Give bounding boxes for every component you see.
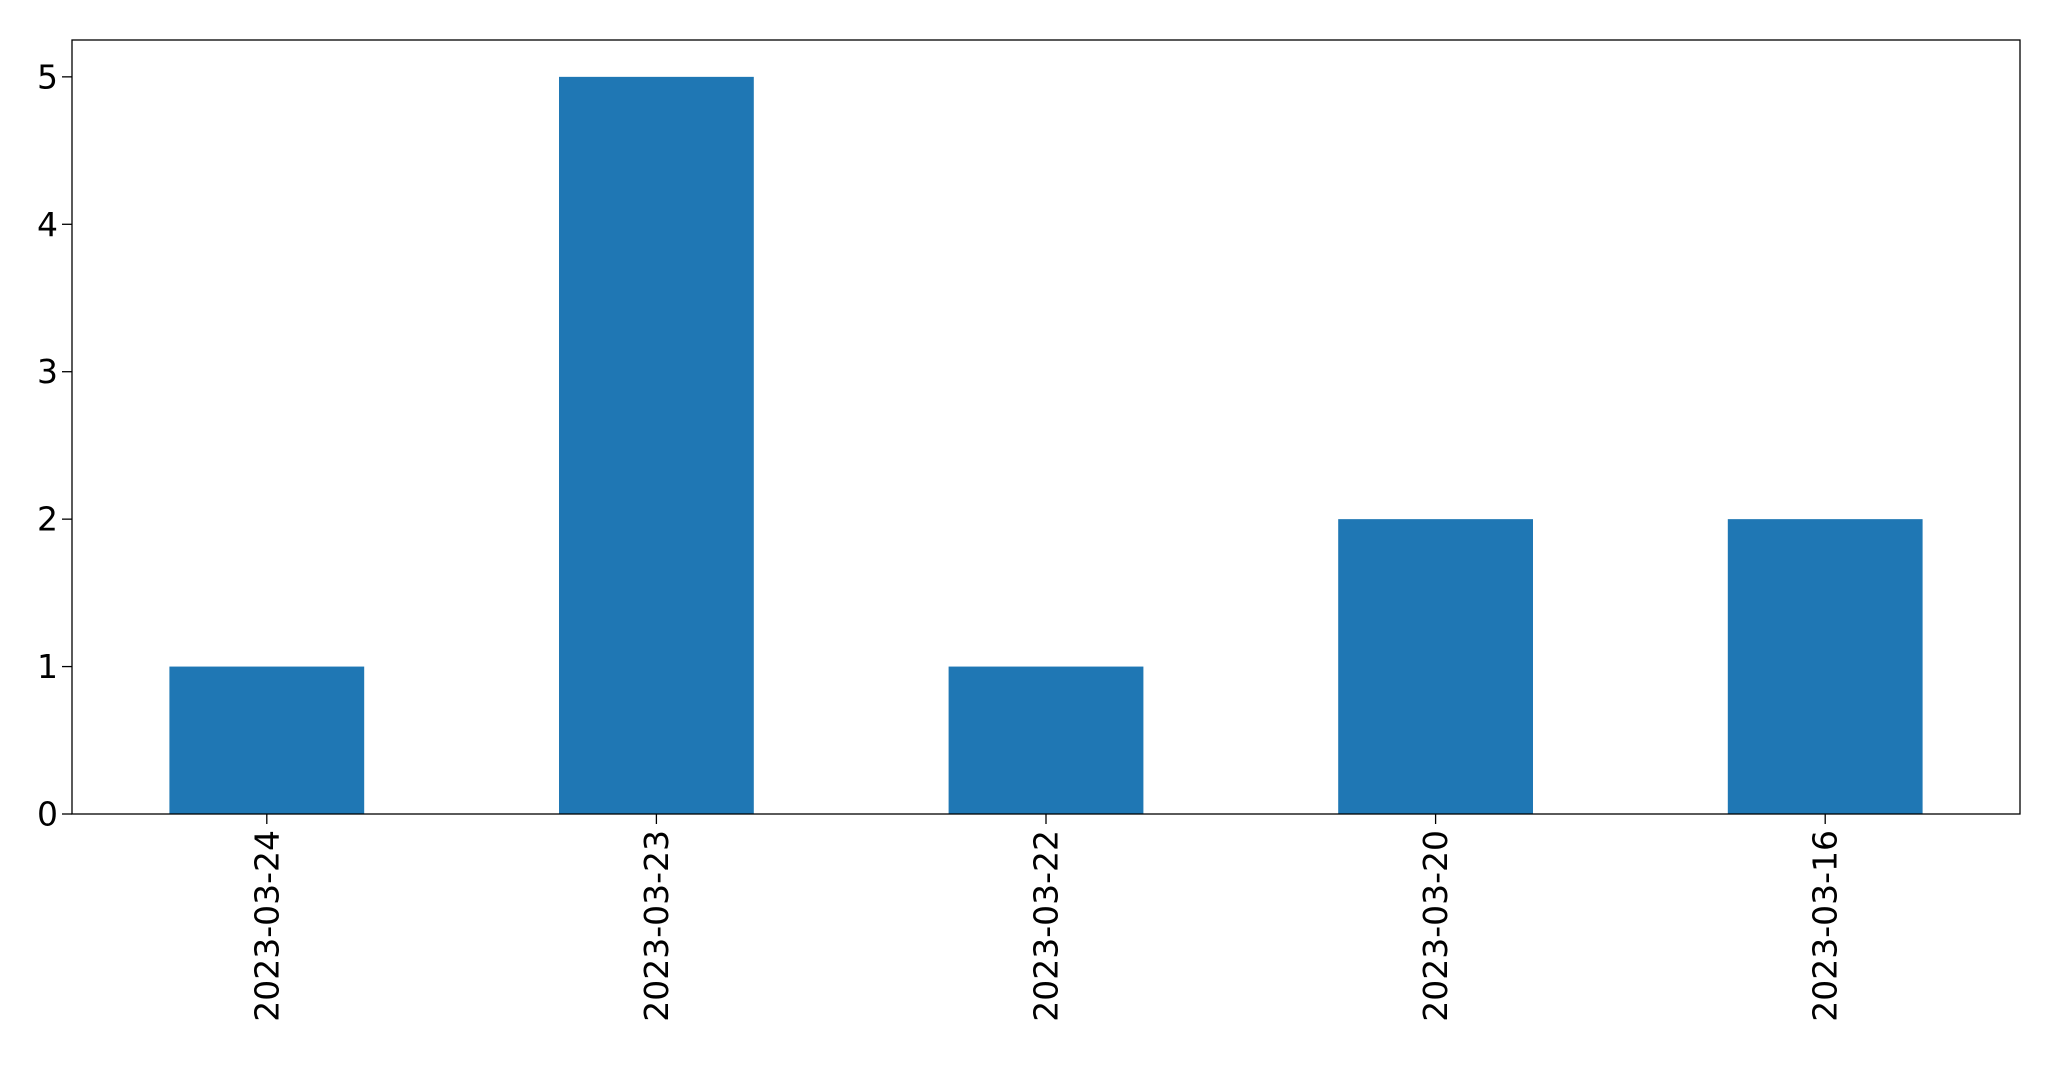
y-tick-label: 2 [37, 500, 58, 539]
bars [169, 76, 1923, 815]
x-tick-label: 2023-03-20 [1416, 830, 1455, 1022]
bar-2023-03-23 [559, 76, 754, 815]
y-tick-label: 5 [37, 57, 58, 96]
y-tick-label: 4 [37, 205, 58, 244]
y-axis: 0 1 2 3 4 5 [37, 57, 72, 834]
x-tick-label: 2023-03-23 [637, 830, 676, 1022]
y-tick-label: 0 [37, 795, 58, 834]
x-axis: 2023-03-24 2023-03-23 2023-03-22 2023-03-20… [247, 814, 1845, 1022]
plot-frame [71, 39, 2021, 815]
bar-2023-03-22 [948, 666, 1144, 814]
x-tick-label: 2023-03-22 [1027, 830, 1066, 1022]
x-tick-label: 2023-03-24 [247, 830, 286, 1022]
bar-2023-03-20 [1338, 519, 1533, 814]
bar-2023-03-16 [1727, 519, 1923, 814]
x-tick-label: 2023-03-16 [1806, 830, 1845, 1022]
y-tick-label: 3 [37, 352, 58, 391]
bar-2023-03-24 [169, 666, 365, 814]
y-tick-label: 1 [37, 647, 58, 686]
